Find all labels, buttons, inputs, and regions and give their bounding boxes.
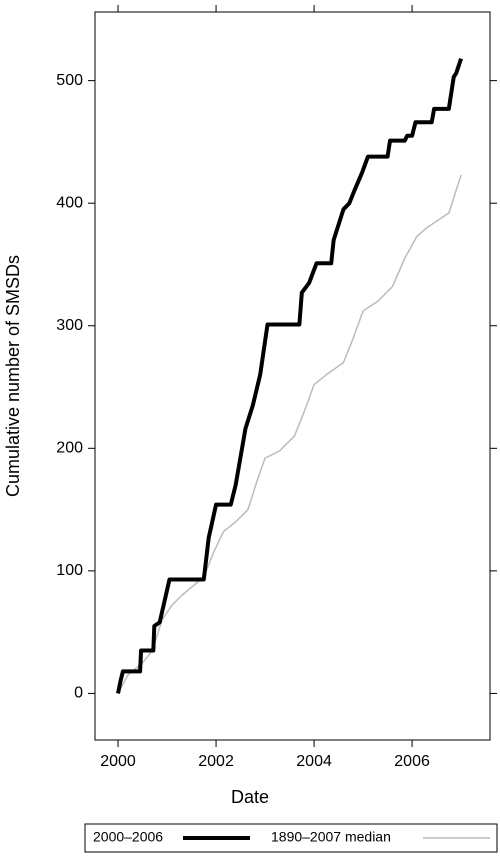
legend-label: 2000–2006 xyxy=(93,829,163,845)
x-tick-label: 2006 xyxy=(394,753,430,770)
y-tick-label: 0 xyxy=(74,685,83,702)
y-axis-label: Cumulative number of SMSDs xyxy=(3,255,23,497)
y-tick-label: 500 xyxy=(56,72,83,89)
x-tick-label: 2004 xyxy=(296,753,332,770)
y-tick-label: 400 xyxy=(56,194,83,211)
legend-label: 1890–2007 median xyxy=(271,829,391,845)
x-tick-label: 2002 xyxy=(198,753,234,770)
y-tick-label: 200 xyxy=(56,440,83,457)
series-line xyxy=(117,174,462,694)
y-tick-label: 100 xyxy=(56,562,83,579)
series-line xyxy=(116,57,463,694)
y-tick-label: 300 xyxy=(56,317,83,334)
plot-frame xyxy=(94,11,491,741)
x-axis-label: Date xyxy=(231,787,269,807)
x-tick-label: 2000 xyxy=(100,753,136,770)
